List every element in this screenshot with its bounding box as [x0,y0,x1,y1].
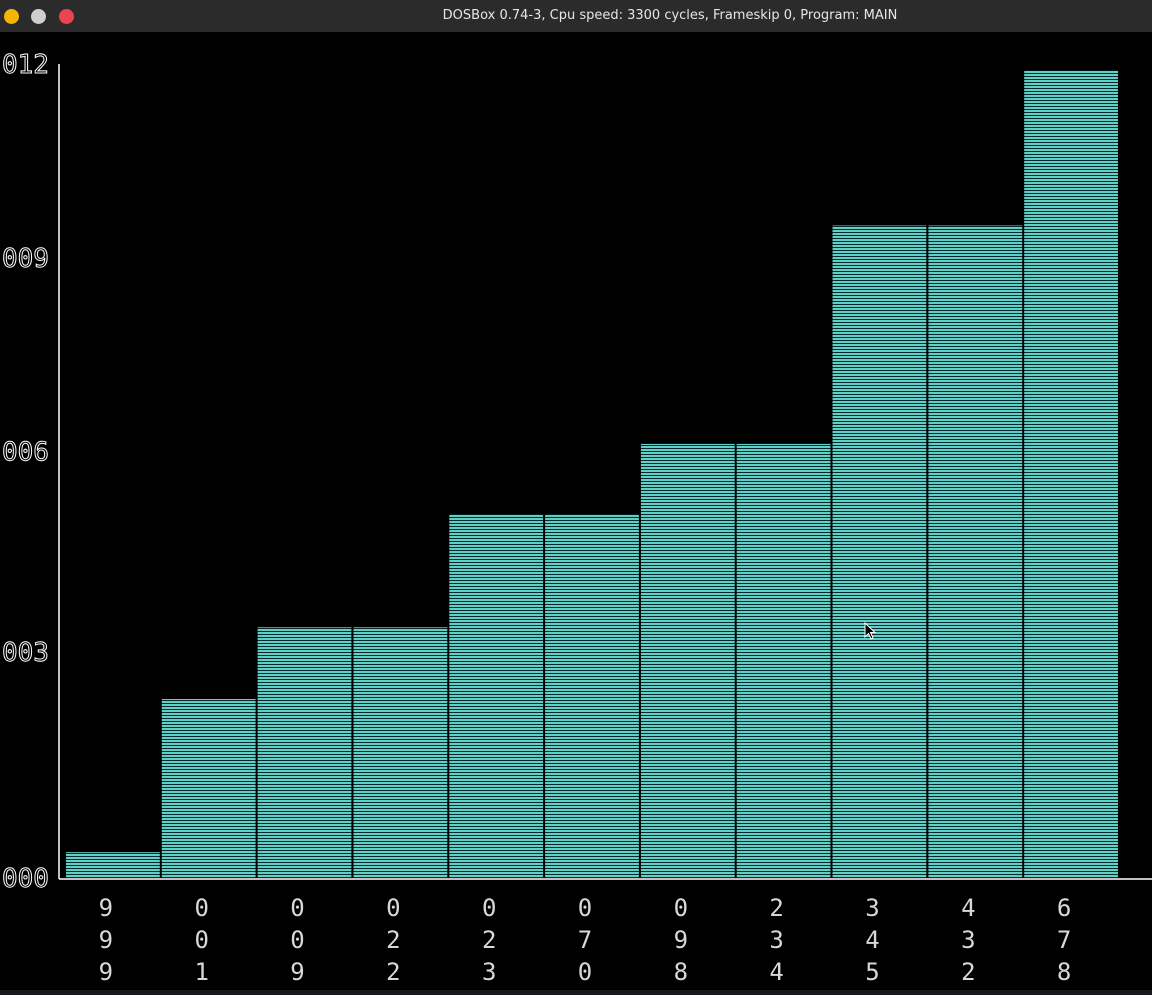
bar-345 [832,225,927,878]
x-tick-label: 0 0 9 [290,894,304,986]
x-tick-label: 0 7 0 [578,894,592,986]
x-tick-digit: 4 [769,958,783,986]
x-tick-digit: 3 [865,894,879,922]
x-tick-digit: 0 [386,894,400,922]
x-tick-digit: 4 [961,894,975,922]
x-tick-digit: 0 [482,894,496,922]
x-tick-digit: 0 [194,926,208,954]
x-tick-label: 4 3 2 [961,894,975,986]
x-tick-digit: 0 [194,894,208,922]
x-tick-digit: 3 [482,958,496,986]
x-tick-digit: 0 [290,894,304,922]
y-tick-label: 003 [2,638,49,668]
x-tick-digit: 0 [674,894,688,922]
y-tick-labels: 000 003 006 009 012 [2,50,50,895]
bar-999 [66,852,160,878]
maximize-button[interactable] [31,9,46,24]
x-tick-digit: 9 [674,926,688,954]
x-tick-digit: 9 [290,958,304,986]
bar-001 [161,699,256,878]
x-tick-digit: 5 [865,958,879,986]
x-tick-labels: 9 9 9 0 0 1 0 0 9 0 2 2 0 2 3 0 7 0 0 9 8 2 3 4 3 4 5 4 3 2 6 7 8 [99,894,1072,986]
x-tick-digit: 1 [194,958,208,986]
x-tick-digit: 2 [386,926,400,954]
x-tick-digit: 8 [1057,958,1071,986]
x-tick-digit: 2 [386,958,400,986]
x-tick-label: 0 9 8 [674,894,688,986]
x-tick-digit: 9 [99,926,113,954]
x-tick-digit: 2 [769,894,783,922]
y-tick-label: 012 [2,50,49,80]
x-tick-label: 6 7 8 [1057,894,1071,986]
close-button[interactable] [59,9,74,24]
mouse-pointer-icon [864,622,877,640]
x-tick-digit: 6 [1057,894,1071,922]
bar-023 [449,514,544,878]
y-tick-label: 009 [2,244,49,274]
bar-098 [640,443,735,878]
x-tick-label: 9 9 9 [99,894,113,986]
x-tick-digit: 8 [674,958,688,986]
bottom-edge [0,990,1152,995]
bar-678 [1024,70,1118,878]
x-tick-digit: 2 [961,958,975,986]
bar-432 [928,225,1023,878]
x-tick-label: 3 4 5 [865,894,879,986]
x-tick-label: 2 3 4 [769,894,783,986]
x-tick-digit: 2 [482,926,496,954]
y-tick-label: 000 [2,864,49,894]
x-tick-digit: 0 [578,894,592,922]
x-tick-digit: 7 [1057,926,1071,954]
bars-layer [66,70,1118,878]
title-bar[interactable]: DOSBox 0.74-3, Cpu speed: 3300 cycles, F… [0,0,1152,33]
x-tick-label: 0 2 2 [386,894,400,986]
y-tick-label: 006 [2,438,49,468]
x-tick-label: 0 2 3 [482,894,496,986]
x-tick-digit: 0 [290,926,304,954]
bar-070 [545,514,639,878]
bar-009 [257,627,352,878]
x-tick-digit: 0 [578,958,592,986]
x-tick-digit: 3 [769,926,783,954]
bar-234 [736,443,831,878]
axes-layer [58,64,1152,880]
x-tick-label: 0 0 1 [194,894,208,986]
minimize-button[interactable] [4,9,19,24]
x-tick-digit: 3 [961,926,975,954]
x-tick-digit: 9 [99,894,113,922]
x-tick-digit: 7 [578,926,592,954]
bar-022 [353,627,448,878]
window-title: DOSBox 0.74-3, Cpu speed: 3300 cycles, F… [442,8,898,23]
x-tick-digit: 4 [865,926,879,954]
x-tick-digit: 9 [99,958,113,986]
